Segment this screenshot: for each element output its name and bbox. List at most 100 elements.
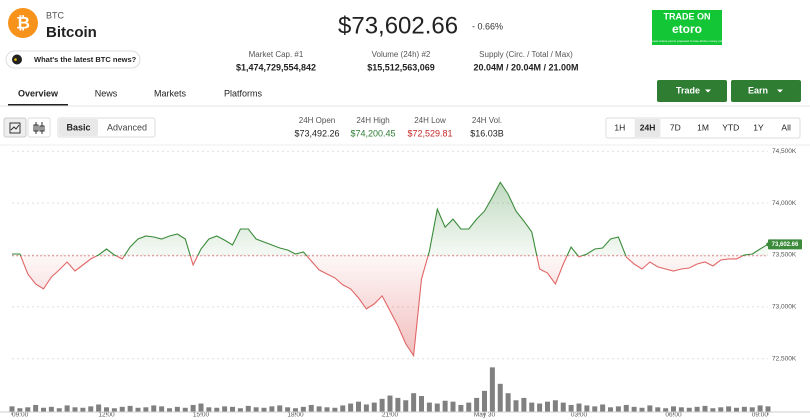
- volume-bar: [521, 397, 527, 412]
- volume-bar: [222, 406, 228, 412]
- volume-bar: [64, 405, 70, 412]
- candle-mode[interactable]: [27, 117, 51, 138]
- day-stat-label: 24H Vol.: [472, 116, 502, 125]
- volume-bar: [639, 407, 645, 412]
- volume-bar: [623, 404, 629, 412]
- tab[interactable]: Platforms: [224, 88, 263, 98]
- y-tick-label: 73,000K: [772, 304, 797, 311]
- volume-bar: [694, 406, 700, 412]
- ad[interactable]: [652, 10, 722, 45]
- day-stat-value: $73,492.26: [294, 128, 339, 138]
- volume-bar: [127, 405, 133, 412]
- volume-bar: [466, 402, 472, 412]
- day-stat-value: $72,529.81: [407, 128, 452, 138]
- y-tick-label: 73,500K: [772, 252, 797, 259]
- volume-bar: [9, 406, 15, 412]
- mode-label[interactable]: Advanced: [107, 122, 147, 132]
- volume-bar: [631, 406, 637, 412]
- volume-bar: [419, 396, 424, 412]
- volume-bar: [560, 402, 566, 412]
- volume-bar: [324, 407, 330, 412]
- volume-bar: [474, 397, 480, 412]
- y-tick-label: 74,000K: [772, 200, 797, 207]
- line-icon: [9, 122, 21, 134]
- volume-bar: [442, 400, 448, 412]
- btc-glyph: ₿: [16, 13, 30, 32]
- volume-bar: [426, 402, 432, 412]
- news-pill[interactable]: [5, 50, 141, 69]
- volume-bar: [245, 405, 251, 412]
- news-icon-dot: [14, 58, 17, 61]
- volume-bar: [174, 406, 180, 412]
- mode-label: Basic: [66, 122, 90, 132]
- volume-bar: [757, 405, 763, 412]
- volume-bar: [608, 407, 613, 412]
- last-price-label: 73,602.66: [772, 242, 799, 248]
- day-stat-value: $16.03B: [470, 128, 504, 138]
- mode-selected[interactable]: [59, 119, 98, 136]
- btc-icon: [8, 8, 38, 38]
- volume-bar: [545, 401, 550, 412]
- range-button[interactable]: 24H: [640, 122, 656, 132]
- stat-label: Volume (24h) #2: [372, 50, 431, 59]
- tab-underline: [8, 104, 68, 106]
- volume-bar: [230, 406, 235, 412]
- caret: [705, 89, 711, 93]
- x-tick-label: 18:00: [287, 412, 304, 419]
- volume-bar: [56, 408, 62, 412]
- volume-bar: [726, 406, 732, 412]
- price-area: [12, 182, 768, 356]
- day-stat-value: $74,200.45: [350, 128, 395, 138]
- volume-bar: [434, 403, 440, 412]
- volume-bar: [568, 404, 574, 412]
- earn-button[interactable]: [731, 80, 801, 102]
- ad-logo: etoro: [672, 22, 702, 36]
- range-button[interactable]: YTD: [722, 122, 739, 132]
- volume-bar: [379, 398, 385, 412]
- range-button[interactable]: 7D: [670, 122, 681, 132]
- volume-bar: [316, 406, 322, 412]
- volume-bar: [552, 400, 558, 412]
- range-selected: [634, 119, 661, 137]
- volume-bar: [482, 390, 487, 412]
- volume-bar: [600, 404, 606, 412]
- candle-icon: [33, 122, 45, 134]
- change: - 0.66%: [472, 21, 503, 31]
- volume-bar: [104, 407, 109, 412]
- volume-bar: [48, 406, 54, 412]
- volume-bar: [41, 407, 46, 412]
- tab[interactable]: Markets: [154, 88, 187, 98]
- volume-bar: [749, 407, 755, 412]
- volume-bar: [253, 407, 259, 412]
- coin-name: Bitcoin: [46, 24, 97, 41]
- volume-bar: [72, 407, 78, 412]
- volume-bar: [206, 407, 212, 412]
- volume-bar: [615, 406, 621, 412]
- news-icon: [12, 54, 22, 65]
- tab[interactable]: News: [95, 88, 118, 98]
- range-button[interactable]: 1H: [614, 122, 625, 132]
- tab[interactable]: Overview: [18, 88, 59, 98]
- volume-bar: [285, 407, 291, 412]
- x-tick-label: 21:00: [382, 412, 399, 419]
- volume-bar: [678, 407, 684, 412]
- button-label: Trade: [676, 85, 700, 95]
- volume-bar: [537, 403, 543, 412]
- x-tick-label: 09:00: [12, 412, 29, 419]
- volume-bar: [371, 402, 377, 412]
- volume-bar: [655, 407, 661, 412]
- volume-bar: [182, 407, 188, 412]
- volume-bar: [348, 403, 354, 412]
- trade-button[interactable]: [657, 80, 727, 102]
- volume-bar: [340, 405, 346, 412]
- button-label: Earn: [748, 85, 768, 95]
- range-button[interactable]: All: [781, 122, 791, 132]
- volume-bar: [300, 406, 306, 412]
- volume-bar: [505, 393, 511, 412]
- volume-bar: [702, 405, 708, 412]
- range-button[interactable]: 1M: [697, 122, 709, 132]
- volume-bar: [671, 406, 676, 412]
- volume-bar: [356, 401, 361, 412]
- range-button[interactable]: 1Y: [753, 122, 764, 132]
